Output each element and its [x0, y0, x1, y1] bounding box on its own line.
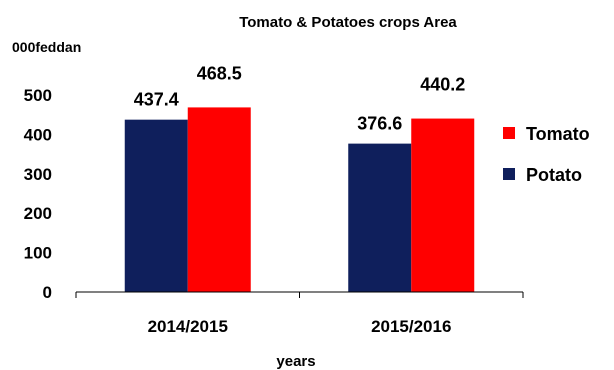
y-axis-unit-label: 000feddan: [12, 39, 81, 55]
data-label-tomato-0: 468.5: [197, 63, 242, 83]
legend: Tomato Potato: [503, 124, 590, 185]
bar-potato-1: [348, 143, 412, 292]
legend-label-potato: Potato: [526, 165, 582, 185]
x-axis-ticks: [75, 292, 524, 298]
y-axis-ticks: 0 100 200 300 400 500: [24, 86, 52, 302]
data-label-tomato-1: 440.2: [420, 75, 465, 95]
y-tick-label: 300: [24, 165, 52, 184]
data-label-potato-0: 437.4: [134, 90, 179, 110]
y-tick-label: 400: [24, 125, 52, 144]
bars: [124, 107, 475, 292]
category-label: 2014/2015: [148, 317, 228, 336]
category-label: 2015/2016: [371, 317, 451, 336]
x-axis-title: years: [276, 353, 315, 370]
bar-tomato-1: [411, 118, 475, 292]
data-labels: 437.4 468.5 376.6 440.2: [134, 63, 466, 133]
bar-tomato-0: [187, 107, 251, 292]
y-tick-label: 200: [24, 204, 52, 223]
category-labels: 2014/2015 2015/2016: [148, 317, 452, 336]
data-label-potato-1: 376.6: [357, 114, 402, 134]
legend-swatch-potato: [503, 168, 515, 180]
bar-potato-0: [124, 119, 188, 292]
legend-label-tomato: Tomato: [526, 124, 590, 144]
y-tick-label: 0: [43, 283, 52, 302]
legend-swatch-tomato: [503, 127, 515, 139]
chart-title: Tomato & Potatoes crops Area: [239, 14, 457, 31]
y-tick-label: 500: [24, 86, 52, 105]
y-tick-label: 100: [24, 244, 52, 263]
